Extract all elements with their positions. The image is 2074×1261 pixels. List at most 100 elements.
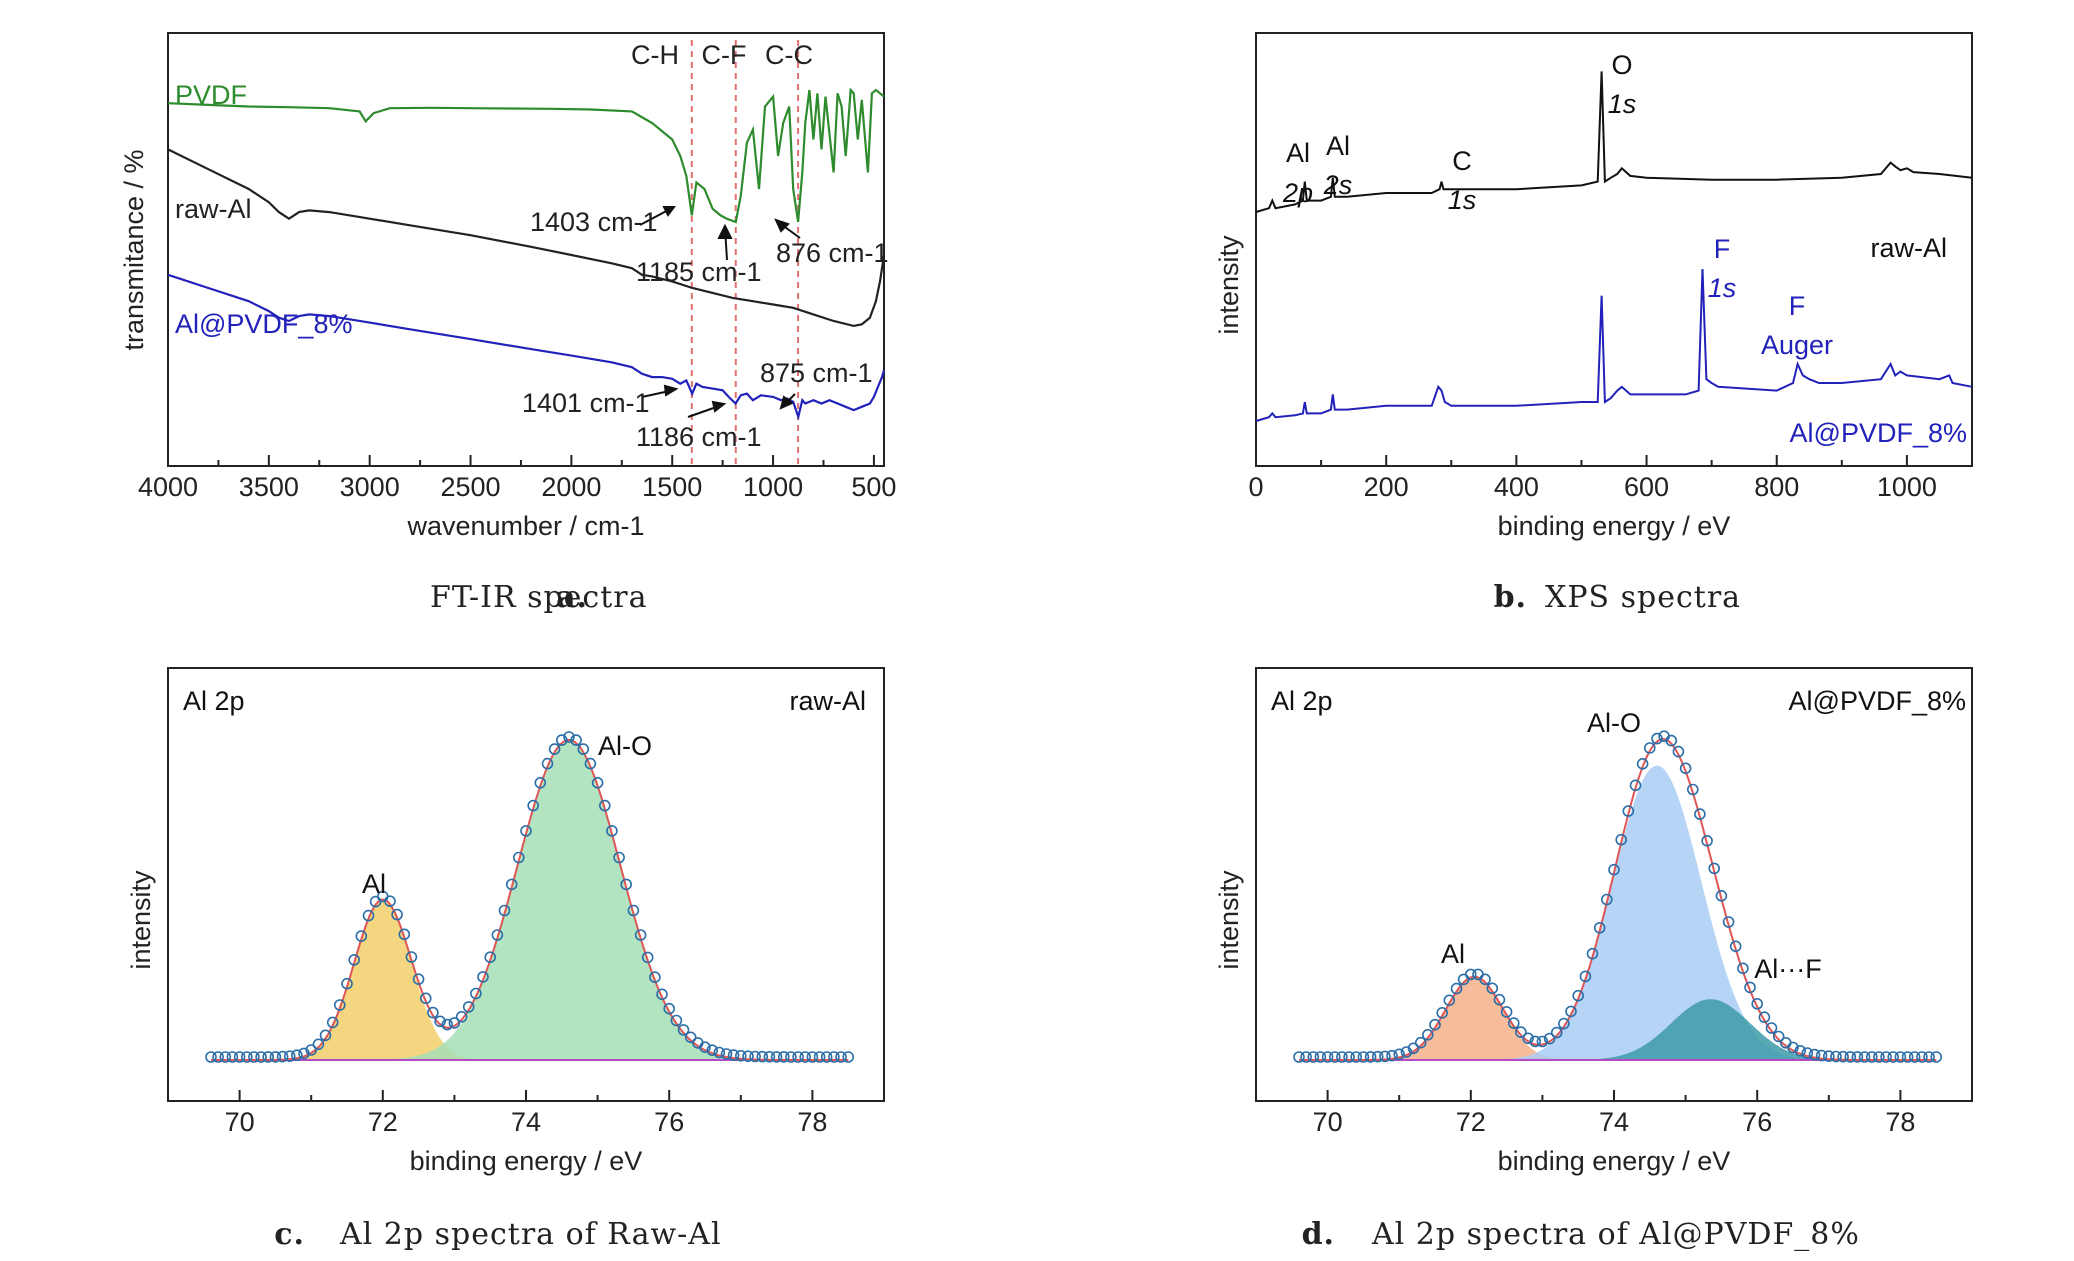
al2p-raw-data-point <box>262 1051 275 1063</box>
al2p-raw-data-point <box>677 1024 690 1036</box>
al2p-raw-data-point <box>835 1051 847 1063</box>
al2p-pvdf-data-point <box>1758 1011 1771 1024</box>
caption-b-letter: b. <box>1494 580 1527 615</box>
al2p-pvdf-data-point <box>1722 916 1735 928</box>
xps-x-axis: 0 200 400 600 800 1000 <box>1248 455 1937 502</box>
al2p-raw-data-point <box>756 1050 769 1063</box>
al2p-raw-data-point <box>742 1050 754 1062</box>
al2p-raw-x-tick-label: 76 <box>654 1107 684 1137</box>
al2p-pvdf-data-point <box>1343 1051 1355 1063</box>
al2p-pvdf-data-point <box>1687 783 1699 796</box>
al2p-pvdf-data-point <box>1823 1050 1835 1062</box>
al2p-pvdf-data-point <box>1321 1051 1334 1063</box>
ftir-panel: 4000 3500 3000 2500 2000 1500 1000 500 PVDF raw… <box>119 32 896 615</box>
ftir-legend-pvdf: PVDF <box>175 80 247 110</box>
al2p-pvdf-data-point <box>1880 1051 1892 1063</box>
al2p-raw-data-point <box>749 1050 761 1063</box>
al2p-pvdf-data-point <box>1364 1051 1377 1063</box>
ftir-x-tick-label: 500 <box>851 472 896 502</box>
al2p-pvdf-data-point <box>1429 1018 1441 1031</box>
al2p-raw-x-tick-label: 78 <box>797 1107 827 1137</box>
al2p-raw-data-point <box>355 930 368 942</box>
al2p-pvdf-x-axis-label: binding energy / eV <box>1498 1146 1731 1176</box>
al2p-raw-data-point <box>699 1041 711 1053</box>
al2p-raw-data-point <box>577 743 590 755</box>
al2p-raw-data-point <box>398 928 411 941</box>
al2p-pvdf-data-point <box>1887 1051 1899 1063</box>
al2p-pvdf-data-point <box>1608 863 1620 876</box>
al2p-pvdf-data-point <box>1715 889 1728 902</box>
al2p-raw-data-point <box>684 1031 697 1044</box>
al2p-raw-data-point <box>291 1049 303 1061</box>
al2p-raw-data-point <box>434 1015 446 1028</box>
xps-annotation-o1s: O 1s <box>1608 50 1637 119</box>
al2p-pvdf-data-points <box>1293 730 1942 1063</box>
al2p-pvdf-data-point <box>1357 1051 1370 1063</box>
al2p-pvdf-x-axis: 70 72 74 76 78 <box>1313 1090 1915 1137</box>
al2p-pvdf-data-point <box>1529 1035 1541 1048</box>
xps-x-tick-label: 200 <box>1364 472 1409 502</box>
al2p-pvdf-data-point <box>1493 993 1506 1006</box>
al2p-pvdf-data-point <box>1601 893 1613 906</box>
al2p-raw-data-point <box>842 1051 855 1063</box>
al2p-raw-data-point <box>384 895 396 908</box>
ftir-x-axis: 4000 3500 3000 2500 2000 1500 1000 500 <box>138 455 896 502</box>
al2p-raw-data-point <box>269 1051 282 1063</box>
al2p-raw-data-point <box>226 1051 239 1063</box>
al2p-pvdf-data-point <box>1593 921 1606 934</box>
ftir-x-tick-label: 3500 <box>239 472 299 502</box>
al2p-raw-data-point <box>555 734 568 746</box>
al2p-raw-x-tick-label: 70 <box>225 1107 255 1137</box>
ftir-x-tick-label: 1500 <box>642 472 702 502</box>
al2p-pvdf-data-point <box>1379 1050 1391 1063</box>
al2p-pvdf-data-point <box>1414 1036 1427 1049</box>
ftir-x-tick-label: 2500 <box>440 472 500 502</box>
ftir-peak-875: 875 cm-1 <box>760 358 873 388</box>
al2p-pvdf-data-point <box>1751 997 1763 1010</box>
al2p-raw-data-point <box>548 743 561 755</box>
al2p-pvdf-data-point <box>1436 1006 1448 1019</box>
al2p-raw-data-point <box>520 825 532 837</box>
caption-b-text: XPS spectra <box>1545 580 1741 615</box>
al2p-pvdf-label-al: Al <box>1441 939 1465 969</box>
al2p-raw-data-point <box>534 776 547 789</box>
svg-text:O: O <box>1611 50 1632 80</box>
al2p-raw-data-point <box>441 1018 454 1031</box>
al2p-raw-y-axis-label: intensity <box>126 870 156 970</box>
al2p-pvdf-x-tick-label: 78 <box>1885 1107 1915 1137</box>
al2p-raw-data-point <box>255 1051 267 1063</box>
al2p-raw-data-point <box>828 1051 840 1063</box>
xps-series-line-1 <box>1255 268 1973 422</box>
al2p-raw-x-tick-label: 74 <box>511 1107 541 1137</box>
xps-annotation-f-auger: F Auger <box>1761 291 1833 360</box>
al2p-pvdf-data-point <box>1765 1022 1778 1034</box>
al2p-raw-data-point <box>584 757 597 770</box>
svg-text:F: F <box>1789 291 1806 321</box>
xps-legend-raw-al: raw-Al <box>1870 233 1947 263</box>
ftir-peak-1403: 1403 cm-1 <box>530 207 658 237</box>
svg-text:Al: Al <box>1286 138 1310 168</box>
xps-series-group <box>1255 71 1973 422</box>
xps-x-tick-label: 0 <box>1248 472 1263 502</box>
xps-y-axis-label: intensity <box>1214 235 1244 335</box>
svg-text:1s: 1s <box>1448 185 1477 215</box>
al2p-pvdf-y-axis-label: intensity <box>1214 870 1244 970</box>
al2p-pvdf-data-point <box>1450 982 1463 995</box>
al2p-raw-data-point <box>720 1048 733 1060</box>
ftir-legend-al-pvdf: Al@PVDF_8% <box>175 309 352 339</box>
al2p-raw-data-point <box>348 954 361 966</box>
al2p-raw-panel-label: Al 2p <box>183 686 245 716</box>
ftir-series-group <box>167 87 886 421</box>
al2p-pvdf-label-al-o: Al-O <box>1587 708 1641 738</box>
al2p-pvdf-data-point <box>1543 1032 1556 1045</box>
al2p-pvdf-data-point <box>1393 1048 1405 1061</box>
al2p-pvdf-data-point <box>1636 757 1649 770</box>
al2p-pvdf-component-0 <box>1299 976 1937 1060</box>
al2p-raw-data-point <box>727 1049 740 1061</box>
al2p-raw-data-point <box>641 951 654 964</box>
al2p-pvdf-data-point <box>1422 1029 1434 1041</box>
ftir-peak-1186: 1186 cm-1 <box>636 422 762 452</box>
al2p-raw-data-point <box>405 951 418 963</box>
al2p-raw-data-point <box>462 1001 475 1013</box>
ftir-x-tick-label: 3000 <box>340 472 400 502</box>
